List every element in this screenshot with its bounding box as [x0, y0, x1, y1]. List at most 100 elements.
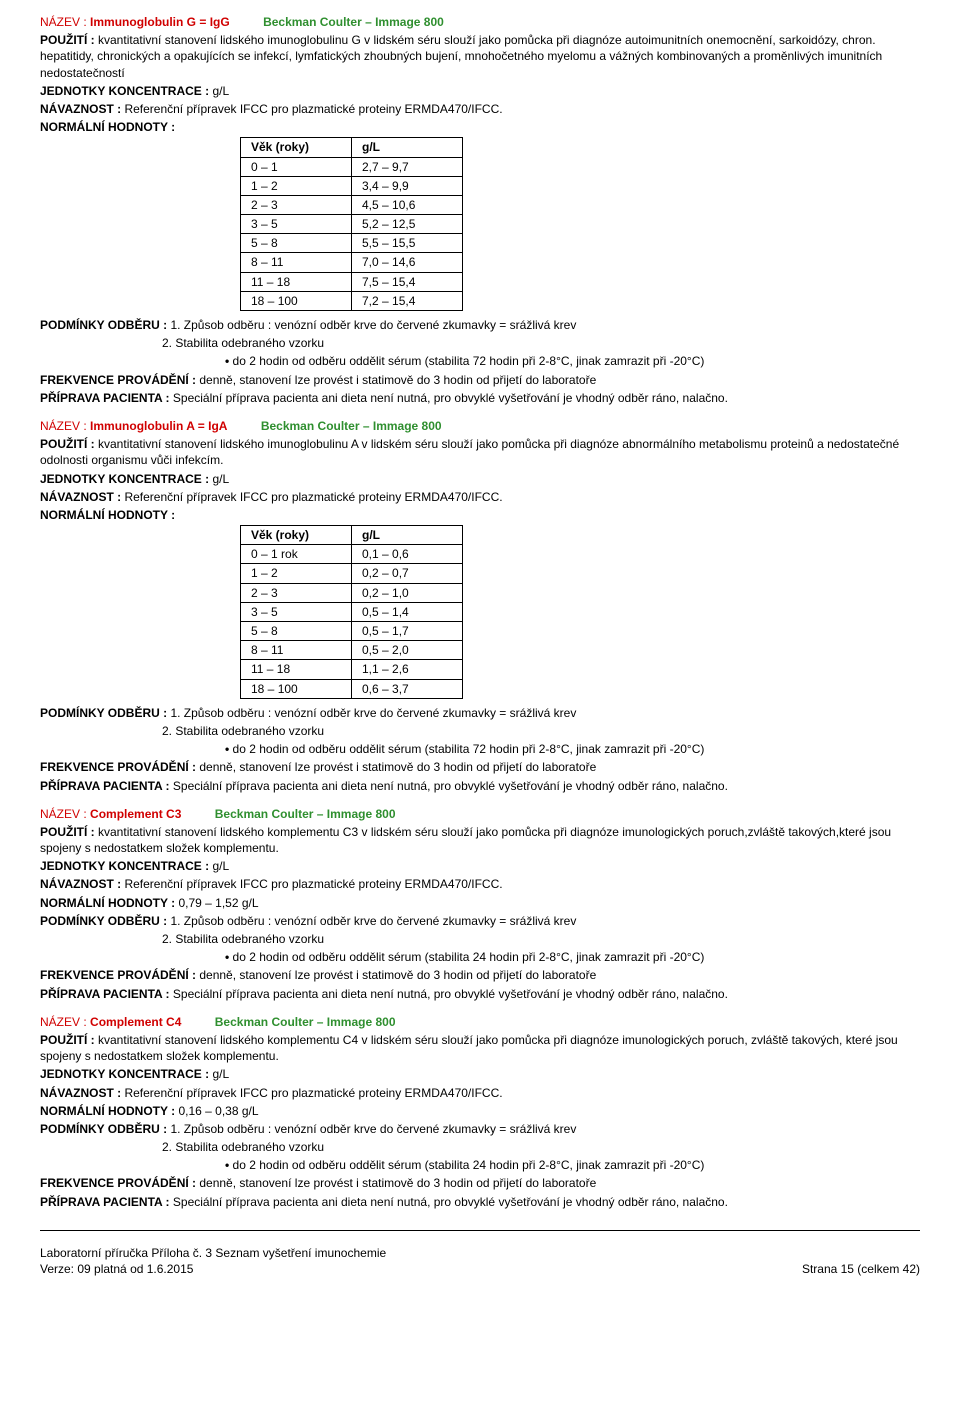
c3-jednotky: JEDNOTKY KONCENTRACE : g/L	[40, 858, 920, 874]
table-cell: 2,7 – 9,7	[352, 157, 463, 176]
page-footer: Laboratorní příručka Příloha č. 3 Seznam…	[0, 1231, 960, 1287]
section-c3: NÁZEV : Complement C3 Beckman Coulter – …	[40, 806, 920, 1002]
table-cell: 7,2 – 15,4	[352, 291, 463, 310]
table-cell: 1 – 2	[241, 176, 352, 195]
label-podminky: PODMÍNKY ODBĚRU :	[40, 914, 167, 928]
igg-jednotky-val: g/L	[209, 84, 229, 98]
igg-stabilita: 2. Stabilita odebraného vzorku	[40, 335, 920, 351]
table-cell: 0,5 – 2,0	[352, 641, 463, 660]
c4-jednotky: JEDNOTKY KONCENTRACE : g/L	[40, 1066, 920, 1082]
table-cell: 0,1 – 0,6	[352, 545, 463, 564]
label-podminky: PODMÍNKY ODBĚRU :	[40, 318, 167, 332]
igg-normalni-label: NORMÁLNÍ HODNOTY :	[40, 119, 920, 135]
table-cell: 0,2 – 1,0	[352, 583, 463, 602]
label-jednotky: JEDNOTKY KONCENTRACE :	[40, 859, 209, 873]
table-cell: 4,5 – 10,6	[352, 195, 463, 214]
c4-frekvence-val: denně, stanovení lze provést i statimově…	[196, 1176, 596, 1190]
nazev-line-iga: NÁZEV : Immunoglobulin A = IgA Beckman C…	[40, 418, 920, 434]
igg-navaznost-val: Referenční přípravek IFCC pro plazmatick…	[121, 102, 502, 116]
igg-podminky-1: PODMÍNKY ODBĚRU : 1. Způsob odběru : ven…	[40, 317, 920, 333]
label-priprava: PŘÍPRAVA PACIENTA :	[40, 987, 170, 1001]
nazev-line-igg: NÁZEV : Immunoglobulin G = IgG Beckman C…	[40, 14, 920, 30]
c3-priprava-val: Speciální příprava pacienta ani dieta ne…	[170, 987, 728, 1001]
iga-jednotky-val: g/L	[209, 472, 229, 486]
igg-bullet: do 2 hodin od odběru oddělit sérum (stab…	[40, 353, 920, 369]
label-normalni: NORMÁLNÍ HODNOTY :	[40, 1104, 175, 1118]
c4-navaznost: NÁVAZNOST : Referenční přípravek IFCC pr…	[40, 1085, 920, 1101]
label-frekvence: FREKVENCE PROVÁDĚNÍ :	[40, 1176, 196, 1190]
table-cell: 0,2 – 0,7	[352, 564, 463, 583]
table-cell: 5,5 – 15,5	[352, 234, 463, 253]
iga-pouziti-text: kvantitativní stanovení lidského imunogl…	[40, 437, 899, 467]
c3-navaznost: NÁVAZNOST : Referenční přípravek IFCC pr…	[40, 876, 920, 892]
table-cell: 5 – 8	[241, 234, 352, 253]
c4-name: Complement C4	[90, 1015, 181, 1029]
label-podminky: PODMÍNKY ODBĚRU :	[40, 1122, 167, 1136]
igg-table: Věk (roky) g/L 0 – 12,7 – 9,7 1 – 23,4 –…	[240, 137, 463, 311]
table-cell: 7,5 – 15,4	[352, 272, 463, 291]
table-cell: 3 – 5	[241, 215, 352, 234]
c3-pouziti-text: kvantitativní stanovení lidského komplem…	[40, 825, 891, 855]
igg-priprava-val: Speciální příprava pacienta ani dieta ne…	[170, 391, 728, 405]
table-cell: 5,2 – 12,5	[352, 215, 463, 234]
iga-frekvence: FREKVENCE PROVÁDĚNÍ : denně, stanovení l…	[40, 759, 920, 775]
label-frekvence: FREKVENCE PROVÁDĚNÍ :	[40, 968, 196, 982]
c3-normalni: NORMÁLNÍ HODNOTY : 0,79 – 1,52 g/L	[40, 895, 920, 911]
label-frekvence: FREKVENCE PROVÁDĚNÍ :	[40, 373, 196, 387]
table-cell: 0 – 1 rok	[241, 545, 352, 564]
c4-normalni-val: 0,16 – 0,38 g/L	[175, 1104, 258, 1118]
c3-priprava: PŘÍPRAVA PACIENTA : Speciální příprava p…	[40, 986, 920, 1002]
igg-device: Beckman Coulter – Immage 800	[263, 15, 444, 29]
igg-priprava: PŘÍPRAVA PACIENTA : Speciální příprava p…	[40, 390, 920, 406]
c4-priprava: PŘÍPRAVA PACIENTA : Speciální příprava p…	[40, 1194, 920, 1210]
c4-pouziti: POUŽITÍ : kvantitativní stanovení lidské…	[40, 1032, 920, 1064]
table-cell: 7,0 – 14,6	[352, 253, 463, 272]
c4-frekvence: FREKVENCE PROVÁDĚNÍ : denně, stanovení l…	[40, 1175, 920, 1191]
th-vek: Věk (roky)	[241, 138, 352, 157]
table-cell: 0,5 – 1,7	[352, 622, 463, 641]
iga-table: Věk (roky) g/L 0 – 1 rok0,1 – 0,6 1 – 20…	[240, 525, 463, 699]
c3-device: Beckman Coulter – Immage 800	[215, 807, 396, 821]
igg-frekvence-val: denně, stanovení lze provést i statimově…	[196, 373, 596, 387]
iga-bullet: do 2 hodin od odběru oddělit sérum (stab…	[40, 741, 920, 757]
c3-frekvence: FREKVENCE PROVÁDĚNÍ : denně, stanovení l…	[40, 967, 920, 983]
table-cell: 0,5 – 1,4	[352, 602, 463, 621]
footer-left: Laboratorní příručka Příloha č. 3 Seznam…	[40, 1245, 386, 1277]
footer-left2: Verze: 09 platná od 1.6.2015	[40, 1261, 386, 1277]
igg-pouziti-text: kvantitativní stanovení lidského imunogl…	[40, 33, 882, 79]
label-jednotky: JEDNOTKY KONCENTRACE :	[40, 84, 209, 98]
label-pouziti: POUŽITÍ :	[40, 825, 95, 839]
label-frekvence: FREKVENCE PROVÁDĚNÍ :	[40, 760, 196, 774]
iga-priprava: PŘÍPRAVA PACIENTA : Speciální příprava p…	[40, 778, 920, 794]
table-cell: 0,6 – 3,7	[352, 679, 463, 698]
iga-normalni-label: NORMÁLNÍ HODNOTY :	[40, 507, 920, 523]
c3-navaznost-val: Referenční přípravek IFCC pro plazmatick…	[121, 877, 502, 891]
c3-jednotky-val: g/L	[209, 859, 229, 873]
table-cell: 1 – 2	[241, 564, 352, 583]
label-pouziti: POUŽITÍ :	[40, 437, 95, 451]
label-pouziti: POUŽITÍ :	[40, 1033, 95, 1047]
c4-stabilita: 2. Stabilita odebraného vzorku	[40, 1139, 920, 1155]
th-gl: g/L	[352, 526, 463, 545]
footer-right: Strana 15 (celkem 42)	[802, 1261, 920, 1277]
c3-normalni-val: 0,79 – 1,52 g/L	[175, 896, 258, 910]
iga-navaznost-val: Referenční přípravek IFCC pro plazmatick…	[121, 490, 502, 504]
table-cell: 8 – 11	[241, 641, 352, 660]
section-c4: NÁZEV : Complement C4 Beckman Coulter – …	[40, 1014, 920, 1210]
iga-jednotky: JEDNOTKY KONCENTRACE : g/L	[40, 471, 920, 487]
c3-stabilita: 2. Stabilita odebraného vzorku	[40, 931, 920, 947]
c4-priprava-val: Speciální příprava pacienta ani dieta ne…	[170, 1195, 728, 1209]
section-igg: NÁZEV : Immunoglobulin G = IgG Beckman C…	[40, 14, 920, 406]
nazev-line-c4: NÁZEV : Complement C4 Beckman Coulter – …	[40, 1014, 920, 1030]
c4-pouziti-text: kvantitativní stanovení lidského komplem…	[40, 1033, 898, 1063]
label-nazev: NÁZEV :	[40, 807, 87, 821]
table-cell: 11 – 18	[241, 660, 352, 679]
label-navaznost: NÁVAZNOST :	[40, 1086, 121, 1100]
table-cell: 3,4 – 9,9	[352, 176, 463, 195]
c3-frekvence-val: denně, stanovení lze provést i statimově…	[196, 968, 596, 982]
c4-jednotky-val: g/L	[209, 1067, 229, 1081]
label-navaznost: NÁVAZNOST :	[40, 490, 121, 504]
igg-frekvence: FREKVENCE PROVÁDĚNÍ : denně, stanovení l…	[40, 372, 920, 388]
igg-navaznost: NÁVAZNOST : Referenční přípravek IFCC pr…	[40, 101, 920, 117]
iga-podminky-1: PODMÍNKY ODBĚRU : 1. Způsob odběru : ven…	[40, 705, 920, 721]
